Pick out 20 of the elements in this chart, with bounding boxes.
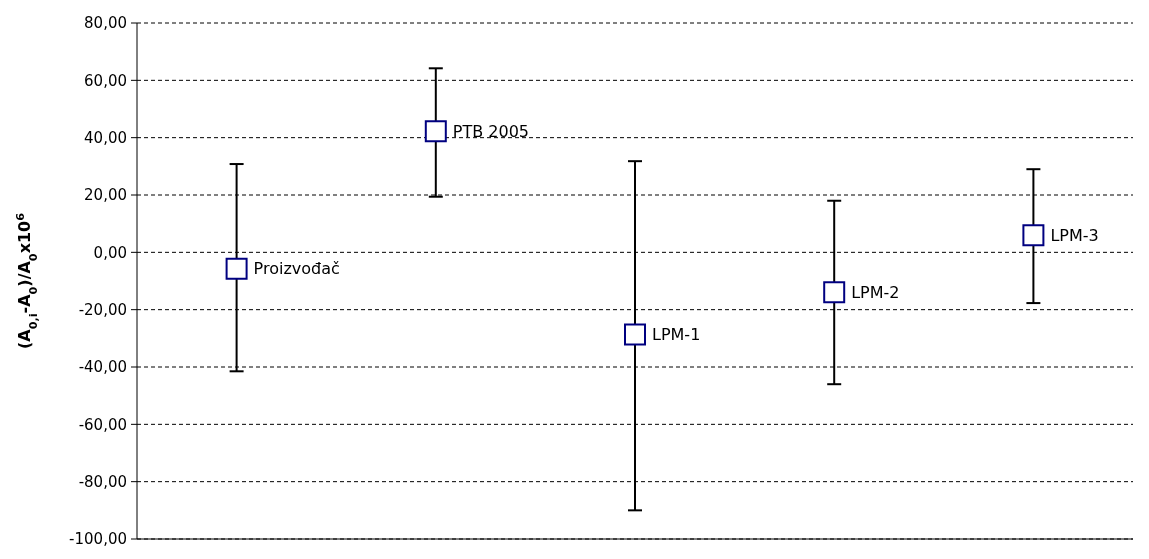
y-tick-label: -60,00 <box>78 415 127 434</box>
series-label: PTB 2005 <box>452 121 529 141</box>
series-label: Proizvođač <box>253 259 340 279</box>
point <box>624 323 646 346</box>
y-tick-label: -100,00 <box>69 530 127 549</box>
y-tick-label: -80,00 <box>78 472 127 491</box>
y-tick-label: 40,00 <box>84 128 127 147</box>
series-label: LPM-3 <box>1050 225 1099 245</box>
y-tick-label: -40,00 <box>78 358 127 377</box>
point <box>1022 224 1045 247</box>
y-tick-label: -20,00 <box>78 300 127 319</box>
y-tick-label: 80,00 <box>84 14 127 33</box>
y-tick-label: 20,00 <box>84 186 127 205</box>
series-label: LPM-1 <box>652 325 701 345</box>
y-tick-label: 60,00 <box>84 71 127 90</box>
point <box>823 281 846 304</box>
series-label: LPM-2 <box>851 282 900 302</box>
point <box>424 120 447 143</box>
y-tick-label: 0,00 <box>93 243 127 262</box>
point <box>225 257 248 280</box>
